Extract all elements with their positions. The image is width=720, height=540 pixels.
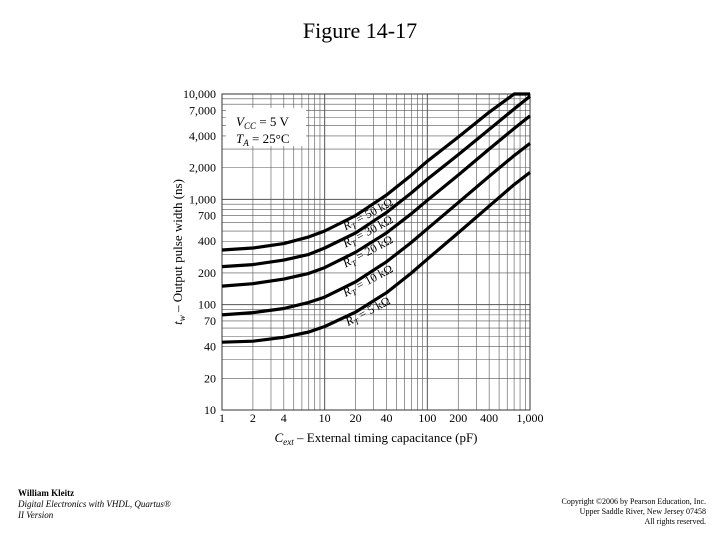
y-tick-label: 100 — [198, 298, 216, 312]
x-tick-label: 10 — [319, 411, 331, 425]
book-title-line1: Digital Electronics with VHDL, Quartus® — [18, 499, 171, 509]
y-tick-label: 700 — [198, 209, 216, 223]
y-tick-label: 10 — [204, 403, 216, 417]
y-tick-label: 40 — [204, 340, 216, 354]
series-label: RT = 5 kΩ — [342, 294, 393, 331]
y-axis-label: tw – Output pulse width (ns) — [170, 179, 187, 325]
series-line — [221, 92, 530, 252]
series-line — [221, 171, 531, 344]
series-line — [221, 95, 531, 269]
conditions-box — [226, 108, 306, 146]
y-tick-label: 1,000 — [189, 192, 216, 206]
series-line — [221, 114, 531, 288]
y-tick-label: 200 — [198, 266, 216, 280]
y-tick-label: 400 — [198, 234, 216, 248]
copyright-line1: Copyright ©2006 by Pearson Education, In… — [561, 497, 707, 506]
x-tick-label: 4 — [281, 411, 287, 425]
x-tick-label: 400 — [480, 411, 498, 425]
page-title: Figure 14-17 — [302, 18, 418, 43]
y-tick-label: 4,000 — [189, 129, 216, 143]
copyright-line3: All rights reserved. — [644, 517, 706, 526]
x-tick-label: 2 — [250, 411, 256, 425]
author-credit: William Kleitz Digital Electronics with … — [18, 488, 171, 521]
copyright-line2: Upper Saddle River, New Jersey 07458 — [579, 507, 706, 516]
book-title-line2: II Version — [18, 510, 54, 520]
x-axis-label: Cext – External timing capacitance (pF) — [274, 430, 477, 447]
y-tick-label: 70 — [204, 314, 216, 328]
author-name: William Kleitz — [18, 488, 75, 498]
plot-frame — [221, 93, 531, 411]
x-tick-label: 20 — [350, 411, 362, 425]
x-tick-label: 100 — [418, 411, 436, 425]
x-tick-label: 1 — [219, 411, 225, 425]
x-tick-label: 1,000 — [517, 411, 544, 425]
y-tick-label: 2,000 — [189, 161, 216, 175]
condition-label: VCC = 5 V — [236, 114, 289, 131]
x-tick-label: 200 — [449, 411, 467, 425]
copyright-notice: Copyright ©2006 by Pearson Education, In… — [486, 497, 707, 527]
series-line — [221, 142, 531, 317]
x-tick-label: 40 — [380, 411, 392, 425]
y-tick-label: 10,000 — [183, 87, 216, 101]
y-tick-label: 7,000 — [189, 103, 216, 117]
y-tick-label: 20 — [204, 371, 216, 385]
condition-label: TA = 25°C — [236, 131, 290, 148]
